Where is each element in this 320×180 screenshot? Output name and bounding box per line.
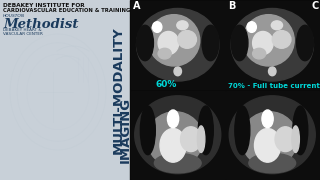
Ellipse shape xyxy=(249,153,296,173)
Ellipse shape xyxy=(241,112,298,167)
Ellipse shape xyxy=(178,31,196,48)
Text: VASCULAR CENTER: VASCULAR CENTER xyxy=(3,32,43,36)
Ellipse shape xyxy=(153,22,162,32)
Ellipse shape xyxy=(158,48,171,59)
Text: DEBAKEY HEART &: DEBAKEY HEART & xyxy=(3,28,42,32)
Ellipse shape xyxy=(154,153,201,173)
Text: MULTI-MODALITY: MULTI-MODALITY xyxy=(111,26,124,154)
Text: IMAGING: IMAGING xyxy=(118,97,132,163)
Ellipse shape xyxy=(272,31,291,48)
Ellipse shape xyxy=(137,25,154,61)
Bar xyxy=(0,0,130,180)
Bar xyxy=(226,1,319,89)
Text: HOUSTON: HOUSTON xyxy=(3,14,25,18)
Ellipse shape xyxy=(293,106,308,155)
Ellipse shape xyxy=(252,48,266,59)
Ellipse shape xyxy=(275,127,296,152)
Ellipse shape xyxy=(137,8,219,81)
Ellipse shape xyxy=(262,110,273,128)
Bar xyxy=(131,91,225,179)
Ellipse shape xyxy=(297,25,313,61)
Ellipse shape xyxy=(268,67,276,76)
Ellipse shape xyxy=(254,129,281,162)
Ellipse shape xyxy=(148,15,200,66)
Text: B: B xyxy=(228,1,236,11)
Text: C: C xyxy=(312,1,319,11)
Ellipse shape xyxy=(158,31,179,55)
Ellipse shape xyxy=(252,31,273,55)
Ellipse shape xyxy=(174,67,181,76)
Ellipse shape xyxy=(292,126,300,152)
Ellipse shape xyxy=(180,127,201,152)
Ellipse shape xyxy=(198,106,213,155)
Ellipse shape xyxy=(147,112,203,167)
Bar xyxy=(130,0,320,180)
Ellipse shape xyxy=(140,106,155,155)
Ellipse shape xyxy=(271,21,283,30)
Ellipse shape xyxy=(167,110,179,128)
Text: A: A xyxy=(133,1,140,11)
Bar xyxy=(131,1,225,89)
Bar xyxy=(226,91,319,179)
Text: 70% - Full tube current: 70% - Full tube current xyxy=(228,83,320,89)
Ellipse shape xyxy=(135,96,221,174)
Ellipse shape xyxy=(177,21,188,30)
Ellipse shape xyxy=(247,22,256,32)
Text: 60%: 60% xyxy=(156,80,177,89)
Text: Methodist: Methodist xyxy=(3,18,78,31)
Ellipse shape xyxy=(235,106,250,155)
Text: CARDIOVASCULAR EDUCATION & TRAINING: CARDIOVASCULAR EDUCATION & TRAINING xyxy=(3,8,130,13)
Ellipse shape xyxy=(160,129,186,162)
Ellipse shape xyxy=(197,126,205,152)
Text: DEBAKEY INSTITUTE FOR: DEBAKEY INSTITUTE FOR xyxy=(3,3,85,8)
Ellipse shape xyxy=(229,96,315,174)
Ellipse shape xyxy=(243,15,294,66)
Ellipse shape xyxy=(202,25,219,61)
Ellipse shape xyxy=(231,8,313,81)
Ellipse shape xyxy=(231,25,248,61)
